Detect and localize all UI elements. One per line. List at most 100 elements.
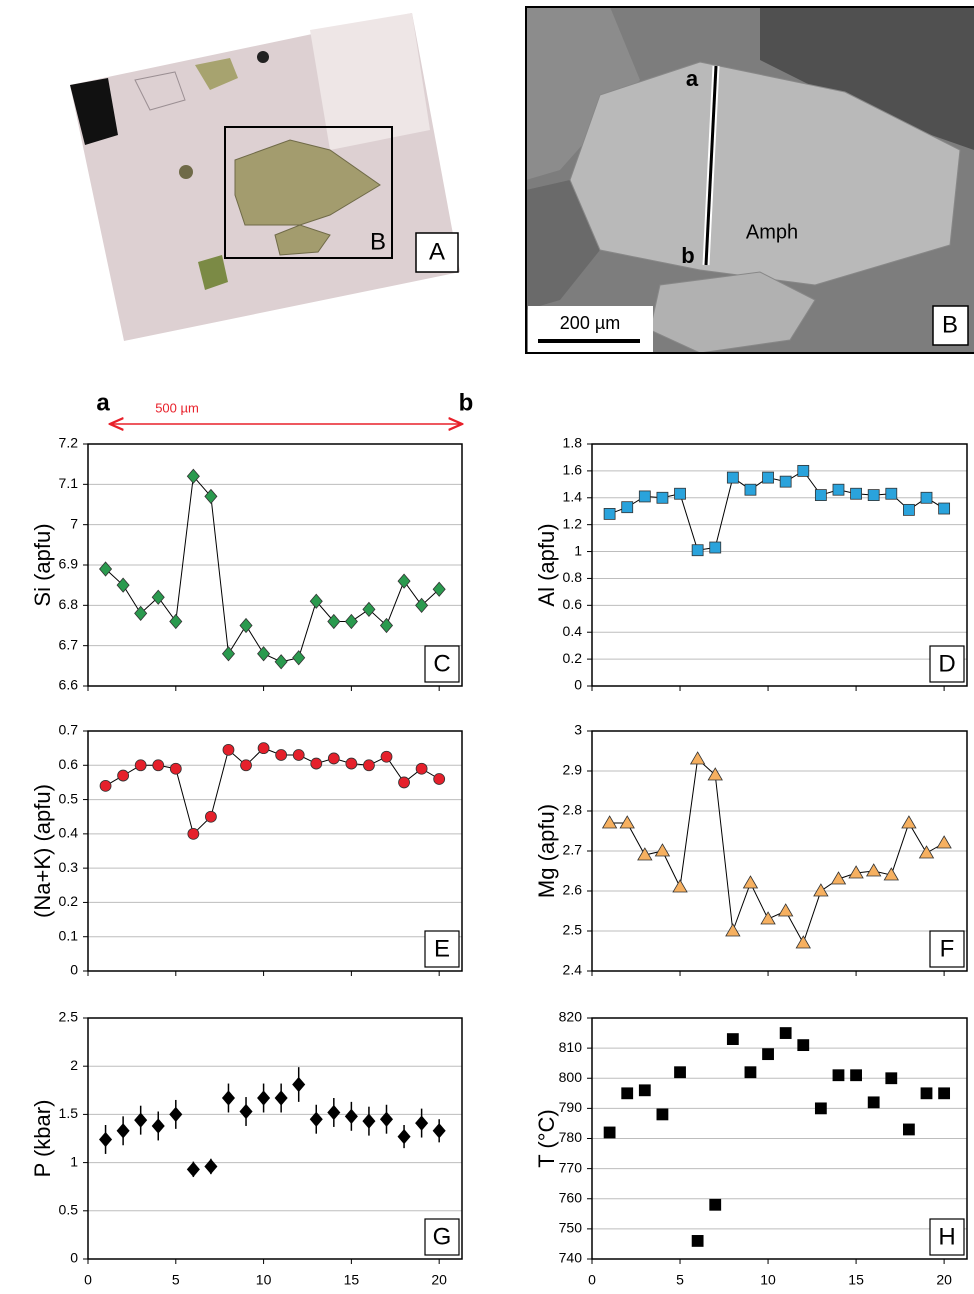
profile-length: 500 µm: [155, 400, 199, 415]
y-tick-label: 6.6: [59, 677, 79, 693]
marker: [134, 1112, 148, 1128]
series-line: [609, 470, 945, 551]
y-tick-label: 0.4: [59, 825, 79, 841]
plot-frame: [87, 1017, 463, 1260]
y-tick-label: 1: [574, 542, 582, 558]
marker: [362, 601, 376, 617]
marker: [432, 581, 446, 597]
marker: [656, 491, 669, 504]
marker: [601, 815, 618, 829]
marker: [779, 1027, 792, 1039]
y-tick-label: 6.9: [59, 556, 79, 572]
marker: [621, 501, 634, 514]
marker: [116, 577, 130, 593]
marker: [709, 541, 722, 554]
marker: [744, 483, 757, 496]
marker: [309, 593, 323, 609]
marker: [674, 487, 686, 500]
marker: [848, 865, 864, 879]
marker: [222, 743, 235, 756]
x-tick-label: 20: [936, 1272, 952, 1288]
marker: [832, 1069, 845, 1082]
marker: [398, 776, 410, 789]
marker: [656, 1108, 669, 1121]
marker: [415, 1115, 429, 1131]
marker: [638, 490, 651, 503]
marker: [169, 613, 183, 630]
marker: [638, 1084, 651, 1097]
profile-end: b: [459, 389, 474, 416]
marker: [654, 843, 671, 857]
marker: [850, 1069, 862, 1082]
marker: [920, 491, 933, 504]
marker: [762, 471, 774, 484]
marker: [726, 471, 739, 484]
marker: [726, 1033, 739, 1045]
micrograph-b: a b Amph 200 µm B: [526, 7, 974, 353]
marker: [637, 847, 653, 861]
marker: [603, 508, 616, 520]
point-b: b: [681, 243, 694, 268]
panel-label-box: [424, 1218, 460, 1256]
marker: [725, 923, 741, 937]
marker: [938, 502, 951, 515]
marker: [345, 757, 358, 770]
panel-label: G: [433, 1223, 452, 1250]
marker: [379, 617, 394, 634]
marker: [117, 769, 130, 782]
marker: [850, 487, 862, 500]
marker: [292, 749, 305, 761]
x-tick-label: 0: [84, 1272, 92, 1288]
y-tick-label: 780: [559, 1129, 583, 1145]
y-tick-label: 7.1: [59, 475, 79, 491]
marker: [709, 1198, 722, 1211]
marker: [936, 835, 952, 849]
marker: [239, 617, 253, 634]
marker: [619, 815, 635, 829]
marker: [903, 503, 915, 516]
marker: [240, 759, 252, 772]
y-tick-label: 760: [559, 1189, 583, 1205]
y-tick-label: 820: [559, 1009, 583, 1025]
marker: [134, 759, 147, 772]
marker: [239, 1103, 253, 1120]
marker: [187, 827, 200, 840]
marker: [674, 1066, 686, 1079]
panel-label: H: [938, 1223, 955, 1250]
y-tick-label: 0.5: [59, 790, 79, 806]
y-tick-label: 1.6: [563, 462, 583, 478]
y-tick-label: 0.3: [59, 859, 79, 875]
marker: [169, 762, 182, 775]
marker: [327, 613, 341, 630]
marker: [151, 1118, 165, 1134]
marker: [310, 757, 323, 770]
marker: [885, 1072, 898, 1085]
y-axis-label: Mg (apfu): [534, 804, 559, 898]
y-tick-label: 6.8: [59, 596, 79, 612]
marker: [603, 1126, 616, 1139]
y-tick-label: 0.2: [563, 650, 583, 666]
marker: [274, 654, 288, 670]
plot-frame: [87, 443, 463, 687]
marker: [885, 487, 898, 500]
x-tick-label: 0: [588, 1272, 596, 1288]
marker: [99, 561, 113, 577]
y-tick-label: 2.9: [563, 762, 583, 778]
marker: [814, 1102, 827, 1115]
y-tick-label: 810: [559, 1039, 583, 1055]
mineral-label: Amph: [746, 221, 798, 243]
x-tick-label: 5: [676, 1272, 684, 1288]
marker: [672, 879, 688, 893]
marker: [777, 903, 794, 917]
marker: [433, 773, 446, 785]
marker: [362, 1113, 376, 1129]
panel-label: F: [940, 935, 955, 962]
marker: [379, 1111, 394, 1127]
marker: [867, 489, 880, 501]
y-tick-label: 770: [559, 1159, 583, 1175]
marker: [99, 1131, 113, 1148]
marker: [380, 750, 393, 763]
y-tick-label: 7: [70, 515, 78, 531]
y-axis-label: T (°C): [534, 1109, 559, 1168]
